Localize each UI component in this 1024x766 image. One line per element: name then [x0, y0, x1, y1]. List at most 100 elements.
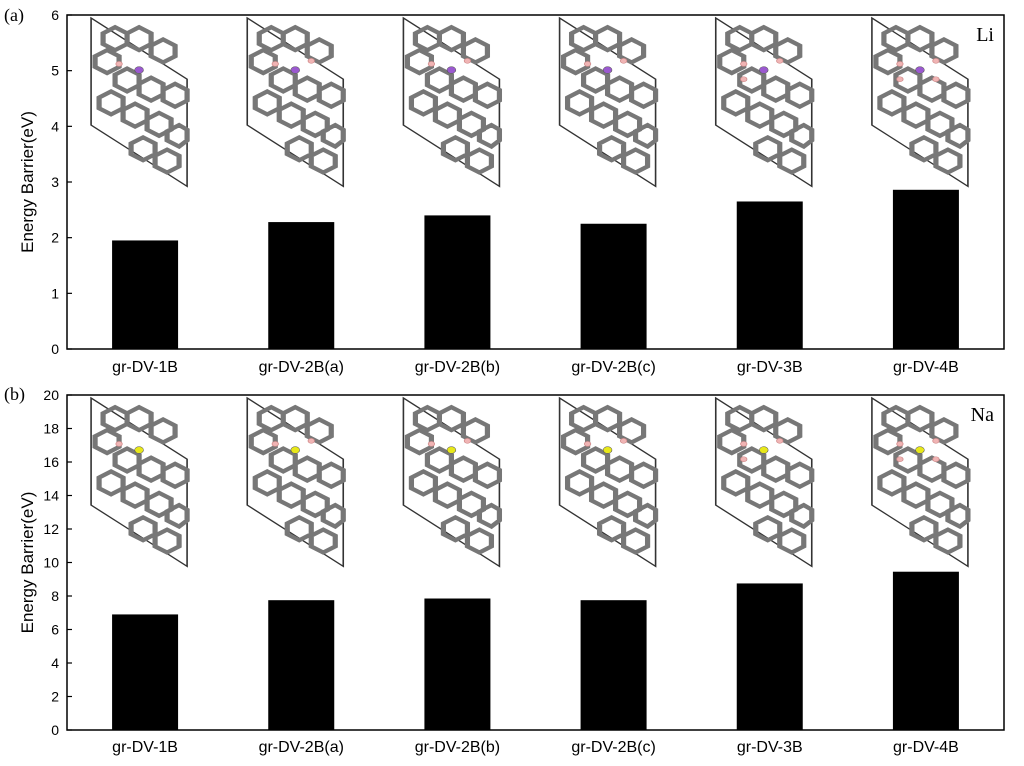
boron-atom: [896, 61, 904, 67]
lattice-image: [91, 398, 187, 566]
structure-inset: [247, 398, 343, 566]
plot-frame: [66, 394, 1005, 731]
ion-atom: [134, 446, 144, 454]
x-tick-label: gr-DV-4B: [893, 359, 959, 376]
y-tick-label: 2: [51, 689, 59, 705]
boron-atom: [932, 456, 940, 462]
y-tick-label: 3: [51, 174, 59, 190]
bar: [424, 215, 491, 349]
structure-inset: [403, 398, 499, 566]
x-tick-label: gr-DV-2B(b): [415, 739, 500, 756]
boron-atom: [307, 58, 315, 64]
bar: [580, 223, 647, 349]
structure-inset: [403, 18, 499, 186]
ion-atom: [759, 446, 769, 454]
boron-atom: [619, 58, 628, 64]
lattice-image: [91, 18, 187, 186]
bar: [112, 614, 179, 730]
boron-atom: [740, 456, 748, 462]
ion-atom: [290, 66, 300, 74]
y-tick-label: 0: [51, 341, 59, 357]
boron-atom: [932, 76, 940, 82]
y-tick-label: 12: [43, 521, 59, 537]
x-tick-label: gr-DV-2B(b): [415, 359, 500, 376]
boron-atom: [427, 61, 436, 67]
panel-letter: (b): [4, 384, 25, 405]
structure-inset: [91, 398, 187, 566]
bar: [580, 600, 647, 730]
y-tick-label: 10: [43, 555, 59, 571]
panel-b: (b) 0 2 4 6 8 10 12 14 16 18 20 gr-DV-1B gr-DV-2B(a) g…: [4, 384, 1005, 756]
lattice-image: [872, 18, 968, 186]
structure-inset: [560, 18, 656, 186]
y-tick-label: 6: [51, 7, 59, 23]
structure-inset: [560, 398, 656, 566]
boron-atom: [740, 441, 748, 447]
bar: [424, 598, 491, 730]
bar: [892, 189, 959, 349]
boron-atom: [776, 58, 784, 64]
y-tick-label: 16: [43, 454, 59, 470]
boron-atom: [740, 76, 748, 82]
y-tick-label: 4: [51, 118, 59, 134]
boron-atom: [115, 441, 123, 447]
lattice-image: [716, 18, 812, 186]
y-tick-label: 20: [43, 387, 59, 403]
boron-atom: [307, 438, 315, 444]
boron-atom: [776, 438, 784, 444]
ion-atom: [446, 446, 457, 454]
lattice-image: [403, 18, 499, 186]
boron-atom: [896, 456, 904, 462]
x-tick-label: gr-DV-3B: [737, 359, 803, 376]
boron-atom: [583, 441, 592, 447]
y-tick-label: 6: [51, 622, 59, 638]
structure-inset: [716, 18, 812, 186]
ion-atom: [290, 446, 300, 454]
y-tick-label: 5: [51, 63, 59, 79]
x-tick-label: gr-DV-2B(c): [571, 359, 655, 376]
boron-atom: [932, 58, 940, 64]
bar: [892, 571, 959, 730]
x-tick-label: gr-DV-2B(c): [571, 739, 655, 756]
plot-frame: [66, 14, 1005, 350]
boron-atom: [115, 61, 123, 67]
bar: [112, 240, 179, 349]
x-tick-label: gr-DV-4B: [893, 739, 959, 756]
panel-a: (a) 0 1 2 3 4 5 6 gr-DV-1B gr-DV-2B(a) gr-DV-2B(b)…: [4, 5, 1005, 376]
y-tick-label: 14: [43, 488, 59, 504]
lattice-image: [560, 398, 656, 566]
ion-atom: [134, 66, 144, 74]
y-tick-label: 0: [51, 722, 59, 738]
ion-atom: [915, 66, 925, 74]
x-tick-label: gr-DV-3B: [737, 739, 803, 756]
x-tick-label: gr-DV-1B: [112, 739, 178, 756]
boron-atom: [271, 441, 279, 447]
structure-inset: [91, 18, 187, 186]
x-tick-label: gr-DV-2B(a): [259, 359, 344, 376]
boron-atom: [896, 76, 904, 82]
y-tick-label: 2: [51, 230, 59, 246]
ion-atom: [602, 446, 613, 454]
ion-atom: [915, 446, 925, 454]
boron-atom: [932, 438, 940, 444]
bar: [736, 583, 803, 730]
lattice-image: [247, 398, 343, 566]
boron-atom: [896, 441, 904, 447]
y-axis-title: Energy Barrier(eV): [18, 111, 37, 253]
structure-inset: [872, 18, 968, 186]
boron-atom: [463, 438, 472, 444]
bar: [268, 600, 335, 730]
ion-annotation: Na: [971, 404, 994, 426]
x-tick-label: gr-DV-2B(a): [259, 739, 344, 756]
structure-inset: [716, 398, 812, 566]
panel-letter: (a): [4, 5, 24, 26]
y-axis-title: Energy Barrier(eV): [18, 492, 37, 634]
boron-atom: [463, 58, 472, 64]
structure-inset: [872, 398, 968, 566]
lattice-image: [247, 18, 343, 186]
boron-atom: [583, 61, 592, 67]
boron-atom: [271, 61, 279, 67]
ion-atom: [446, 66, 457, 74]
ion-atom: [602, 66, 613, 74]
